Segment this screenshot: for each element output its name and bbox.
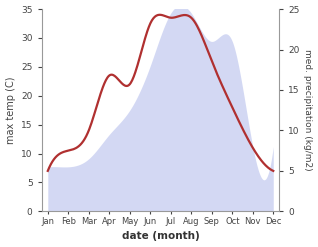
Y-axis label: med. precipitation (kg/m2): med. precipitation (kg/m2)	[303, 49, 313, 171]
Y-axis label: max temp (C): max temp (C)	[5, 76, 16, 144]
X-axis label: date (month): date (month)	[122, 231, 199, 242]
